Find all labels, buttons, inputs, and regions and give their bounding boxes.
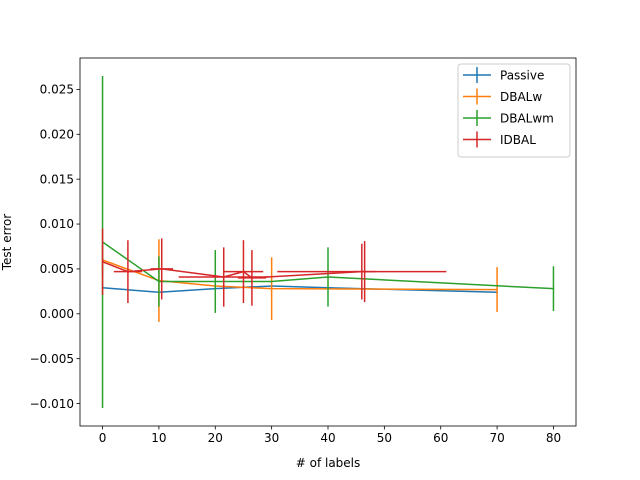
x-tick-label: 20 [208,431,223,445]
x-tick-label: 60 [433,431,448,445]
legend-label: DBALw [500,90,542,104]
x-tick-label: 10 [151,431,166,445]
x-tick-label: 30 [264,431,279,445]
x-tick-label: 70 [489,431,504,445]
y-tick-label: 0.015 [40,172,74,186]
x-tick-label: 80 [546,431,561,445]
y-tick-label: 0.000 [40,307,74,321]
y-axis-label: Test error [0,214,14,272]
x-tick-label: 0 [99,431,107,445]
data-point [552,287,555,290]
series-idbal [101,228,447,307]
x-axis-label: # of labels [296,456,361,470]
data-point [270,280,273,283]
x-tick-label: 50 [377,431,392,445]
x-tick-label: 40 [320,431,335,445]
legend-label: DBALwm [500,112,554,126]
y-tick-label: 0.005 [40,262,74,276]
legend-label: IDBAL [500,133,536,147]
data-point [101,260,104,263]
data-point [214,280,217,283]
legend-item: DBALw [463,88,542,105]
y-tick-label: −0.005 [30,352,74,366]
legend-item: IDBAL [463,131,536,148]
legend-item: Passive [463,67,544,83]
data-point [270,287,273,290]
y-tick-label: 0.025 [40,83,74,97]
data-point [251,277,253,279]
data-point [160,268,163,270]
legend-item: DBALwm [463,110,554,126]
x-axis: 0 10 20 30 40 50 60 70 80 [99,426,561,445]
data-point [363,270,366,273]
legend: Passive DBALw DBALwm IDBAL [457,63,571,158]
y-axis: −0.010 −0.005 0.000 0.005 0.010 0.015 0.020 0.0… [30,83,80,411]
y-tick-label: 0.020 [40,127,74,141]
legend-label: Passive [500,69,544,83]
plot-area [101,75,555,409]
legend-box [457,63,571,158]
data-point [327,276,329,278]
data-point [158,280,160,283]
data-point [127,270,129,273]
y-tick-label: 0.010 [40,217,74,231]
y-tick-label: −0.010 [30,397,74,411]
data-point [242,270,245,273]
data-point [222,276,225,278]
data-point [496,288,498,291]
